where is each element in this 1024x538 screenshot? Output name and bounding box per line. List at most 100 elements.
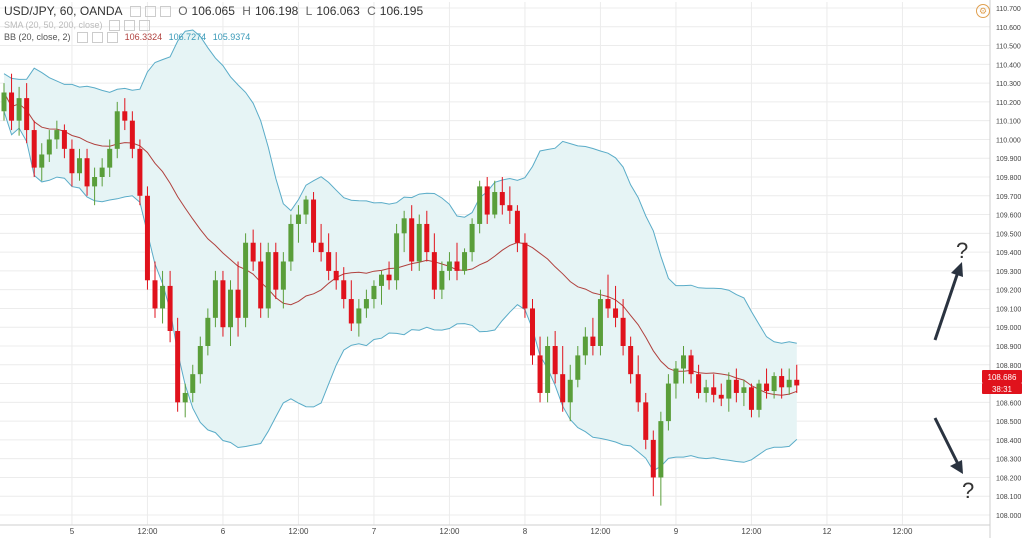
candle bbox=[107, 139, 113, 177]
x-tick-label: 12:00 bbox=[892, 527, 913, 536]
candle bbox=[54, 120, 60, 149]
close-label: C bbox=[367, 4, 376, 18]
open-value: 106.065 bbox=[191, 4, 235, 18]
candle bbox=[175, 317, 181, 412]
x-tick-label: 5 bbox=[70, 527, 75, 536]
candle bbox=[92, 167, 98, 206]
scenario-arrows bbox=[933, 262, 963, 474]
candle bbox=[756, 379, 762, 418]
candle bbox=[77, 148, 82, 181]
candle bbox=[605, 274, 611, 318]
y-tick-label: 110.700 bbox=[996, 6, 1021, 13]
bollinger-band-fill bbox=[4, 30, 797, 471]
candle bbox=[265, 242, 271, 318]
candle bbox=[552, 330, 558, 384]
candle bbox=[326, 233, 332, 281]
candle bbox=[726, 372, 732, 412]
candle bbox=[582, 327, 588, 365]
candle bbox=[665, 374, 671, 431]
close-box-icon[interactable] bbox=[159, 6, 171, 18]
candle bbox=[575, 346, 581, 388]
candle bbox=[681, 346, 686, 384]
y-tick-label: 110.000 bbox=[996, 137, 1021, 144]
candle bbox=[446, 252, 452, 281]
candle bbox=[643, 392, 649, 450]
candle bbox=[341, 267, 347, 309]
candle bbox=[431, 233, 437, 300]
candle bbox=[477, 180, 483, 234]
candle bbox=[560, 346, 566, 412]
bollinger-upper-band bbox=[3, 29, 797, 344]
price-badge: 108.686 38:31 bbox=[982, 370, 1022, 394]
x-tick-label: 9 bbox=[674, 527, 679, 536]
candle bbox=[318, 223, 324, 262]
candle bbox=[333, 252, 339, 290]
settings-box-icon[interactable] bbox=[124, 20, 136, 32]
x-tick-label: 12:00 bbox=[741, 527, 762, 536]
question-mark-down: ? bbox=[962, 478, 975, 503]
candle bbox=[84, 148, 90, 196]
candle bbox=[673, 361, 679, 399]
candle bbox=[235, 261, 241, 337]
candle bbox=[409, 205, 415, 271]
settings-box-icon[interactable] bbox=[144, 6, 156, 18]
hide-icon[interactable] bbox=[109, 20, 121, 32]
candle bbox=[703, 379, 709, 403]
candle bbox=[718, 383, 724, 407]
candle bbox=[31, 120, 37, 177]
bb-basis-value: 106.3324 bbox=[124, 32, 163, 42]
candle bbox=[16, 86, 22, 136]
up-arrow bbox=[933, 271, 960, 341]
candle bbox=[454, 242, 460, 281]
x-tick-label: 12:00 bbox=[137, 527, 158, 536]
y-tick-label: 109.600 bbox=[996, 213, 1021, 220]
symbol-title: USD/JPY, 60, OANDA bbox=[4, 4, 123, 18]
candle bbox=[258, 242, 264, 318]
y-tick-label: 108.500 bbox=[996, 419, 1021, 426]
candle bbox=[794, 364, 800, 393]
y-tick-label: 108.100 bbox=[996, 494, 1021, 501]
candle bbox=[658, 411, 664, 506]
symbol-legend: USD/JPY, 60, OANDA O 106.065 H 106.198 L 10… bbox=[4, 4, 427, 18]
candle bbox=[537, 336, 543, 403]
candle bbox=[9, 73, 15, 131]
candle bbox=[484, 177, 490, 224]
candle bbox=[590, 317, 596, 356]
candle bbox=[401, 210, 407, 253]
candle bbox=[771, 372, 777, 399]
y-tick-label: 110.300 bbox=[996, 81, 1021, 88]
candle bbox=[1, 83, 7, 121]
candle bbox=[650, 430, 656, 497]
candle bbox=[597, 289, 603, 356]
y-tick-label: 110.500 bbox=[996, 44, 1021, 51]
y-tick-label: 108.200 bbox=[996, 475, 1021, 482]
open-label: O bbox=[178, 4, 188, 18]
hide-icon[interactable] bbox=[77, 32, 89, 44]
y-tick-label: 109.100 bbox=[996, 306, 1021, 313]
candle bbox=[379, 270, 384, 305]
x-tick-label: 7 bbox=[372, 527, 377, 536]
close-box-icon[interactable] bbox=[139, 20, 151, 32]
candle bbox=[205, 308, 211, 356]
countdown-badge: 38:31 bbox=[992, 385, 1013, 394]
settings-icon[interactable]: ⚙ bbox=[976, 4, 990, 18]
candle bbox=[114, 101, 120, 159]
candle bbox=[160, 270, 166, 324]
candle bbox=[779, 368, 785, 399]
candle bbox=[530, 299, 535, 365]
candle bbox=[733, 368, 739, 403]
candles bbox=[1, 73, 800, 506]
candle bbox=[348, 280, 354, 331]
hide-icon[interactable] bbox=[129, 6, 141, 18]
y-tick-label: 109.800 bbox=[996, 175, 1021, 182]
settings-box-icon[interactable] bbox=[92, 32, 104, 44]
candle bbox=[439, 261, 445, 300]
down-arrow-head bbox=[950, 460, 963, 474]
candle bbox=[469, 218, 475, 262]
close-box-icon[interactable] bbox=[107, 32, 119, 44]
candle bbox=[39, 143, 45, 181]
candle bbox=[303, 195, 309, 224]
candle bbox=[462, 248, 468, 275]
candle bbox=[220, 270, 226, 337]
